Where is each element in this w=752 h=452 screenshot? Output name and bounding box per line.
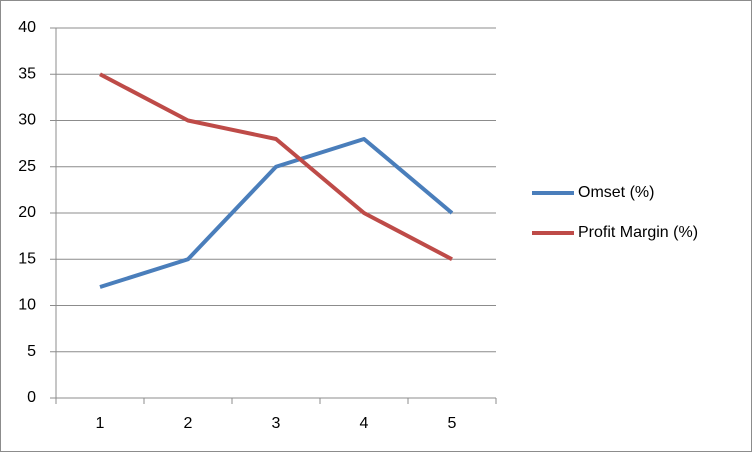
y-tick-label: 0 — [27, 389, 36, 406]
y-tick-label: 10 — [18, 297, 36, 314]
series-line — [99, 72, 453, 262]
x-tick-label: 2 — [184, 415, 193, 432]
y-tick-label: 40 — [18, 19, 36, 36]
legend-label: Omset (%) — [578, 184, 654, 201]
legend-label: Profit Margin (%) — [578, 224, 698, 241]
y-tick-label: 30 — [18, 112, 36, 129]
y-tick-label: 5 — [27, 343, 36, 360]
x-tick-label: 4 — [360, 415, 369, 432]
y-tick-label: 25 — [18, 158, 36, 175]
x-tick-label: 1 — [96, 415, 105, 432]
y-tick-label: 20 — [18, 204, 36, 221]
x-tick-label: 3 — [272, 415, 281, 432]
y-tick-label: 35 — [18, 65, 36, 82]
x-tick-label: 5 — [448, 415, 457, 432]
series-line — [99, 137, 454, 289]
y-tick-label: 15 — [18, 250, 36, 267]
